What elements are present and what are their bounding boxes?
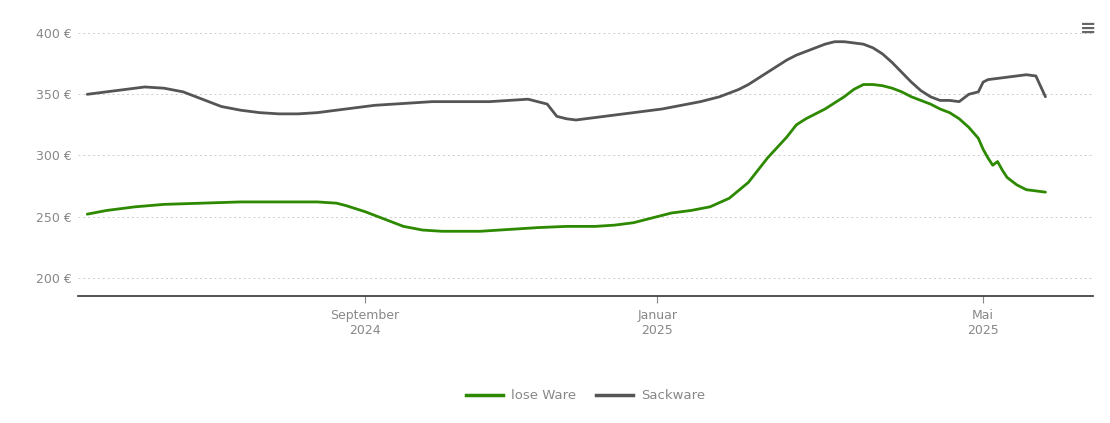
Text: ≡: ≡ <box>1080 19 1097 38</box>
Legend: lose Ware, Sackware: lose Ware, Sackware <box>461 384 710 408</box>
